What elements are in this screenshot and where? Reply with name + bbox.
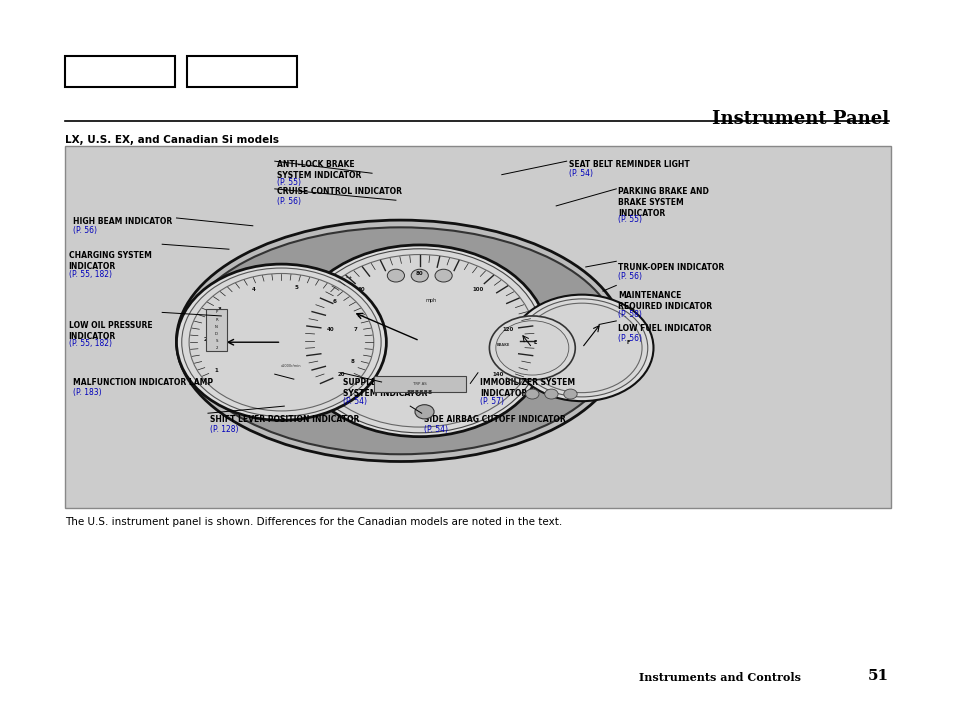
Text: (P. 56): (P. 56): [72, 226, 96, 236]
Text: 5: 5: [294, 285, 298, 290]
Text: (P. 55): (P. 55): [276, 178, 300, 187]
Text: IMMOBILIZER SYSTEM
INDICATOR: IMMOBILIZER SYSTEM INDICATOR: [479, 378, 575, 398]
Text: BRAKE: BRAKE: [496, 343, 509, 347]
Text: TRUNK-OPEN INDICATOR: TRUNK-OPEN INDICATOR: [618, 263, 723, 272]
Text: F: F: [626, 340, 630, 345]
Text: →: →: [346, 275, 352, 281]
Text: (P. 128): (P. 128): [210, 425, 238, 434]
Text: (P. 183): (P. 183): [72, 388, 101, 397]
Circle shape: [411, 269, 428, 282]
Circle shape: [176, 264, 386, 420]
Circle shape: [516, 299, 647, 397]
Text: 7: 7: [353, 327, 356, 332]
Circle shape: [525, 389, 538, 399]
Text: (P. 55, 182): (P. 55, 182): [69, 339, 112, 349]
Circle shape: [489, 316, 575, 380]
Text: (P. 55, 182): (P. 55, 182): [69, 270, 112, 279]
Text: PARKING BRAKE AND
BRAKE SYSTEM
INDICATOR: PARKING BRAKE AND BRAKE SYSTEM INDICATOR: [618, 187, 708, 218]
Circle shape: [544, 389, 558, 399]
Text: 140: 140: [492, 372, 503, 377]
Text: 4: 4: [252, 288, 255, 293]
Circle shape: [291, 245, 548, 437]
Bar: [65, 146, 890, 508]
Bar: [374, 376, 465, 392]
Text: 2: 2: [215, 346, 217, 350]
Circle shape: [415, 405, 434, 419]
Circle shape: [295, 248, 543, 433]
Text: CHARGING SYSTEM
INDICATOR: CHARGING SYSTEM INDICATOR: [69, 251, 152, 271]
Text: (P. 54): (P. 54): [423, 425, 447, 434]
Text: 80: 80: [416, 271, 423, 276]
Bar: [187, 56, 296, 87]
Circle shape: [510, 295, 653, 401]
Text: 888888: 888888: [406, 390, 433, 395]
Circle shape: [496, 321, 568, 375]
Text: 100: 100: [472, 287, 483, 292]
Text: LOW OIL PRESSURE
INDICATOR: LOW OIL PRESSURE INDICATOR: [69, 321, 152, 341]
Circle shape: [435, 269, 452, 282]
Text: ANTI-LOCK BRAKE
SYSTEM INDICATOR: ANTI-LOCK BRAKE SYSTEM INDICATOR: [276, 160, 360, 180]
Text: SEAT BELT REMINDER LIGHT: SEAT BELT REMINDER LIGHT: [568, 160, 689, 169]
Text: MALFUNCTION INDICATOR LAMP: MALFUNCTION INDICATOR LAMP: [72, 378, 213, 388]
Text: D: D: [214, 332, 218, 336]
Bar: [206, 309, 227, 351]
Circle shape: [563, 389, 577, 399]
Text: HIGH BEAM INDICATOR: HIGH BEAM INDICATOR: [72, 217, 172, 226]
Text: 40: 40: [327, 327, 335, 332]
Text: (P. 57): (P. 57): [479, 397, 503, 406]
Circle shape: [189, 273, 374, 411]
Text: (P. 55): (P. 55): [618, 215, 641, 224]
Circle shape: [303, 255, 536, 427]
Circle shape: [387, 269, 404, 282]
Text: (P. 56): (P. 56): [276, 197, 300, 206]
Text: Instrument Panel: Instrument Panel: [711, 110, 888, 128]
Text: (P. 56): (P. 56): [618, 272, 641, 281]
Text: SUPPLEMENTAL RESTRAINT
SYSTEM INDICATOR: SUPPLEMENTAL RESTRAINT SYSTEM INDICATOR: [343, 378, 462, 398]
Text: 2: 2: [204, 337, 208, 342]
Text: SHIFT LEVER POSITION INDICATOR: SHIFT LEVER POSITION INDICATOR: [210, 415, 359, 425]
Text: MAINTENANCE
REQUIRED INDICATOR: MAINTENANCE REQUIRED INDICATOR: [618, 291, 712, 311]
Text: The U.S. instrument panel is shown. Differences for the Canadian models are note: The U.S. instrument panel is shown. Diff…: [65, 517, 561, 527]
Circle shape: [521, 303, 641, 393]
Text: 3: 3: [218, 307, 222, 312]
Text: 120: 120: [502, 327, 514, 332]
Text: (P. 58): (P. 58): [618, 310, 641, 319]
Text: LX, U.S. EX, and Canadian Si models: LX, U.S. EX, and Canadian Si models: [65, 135, 278, 145]
Text: Instruments and Controls: Instruments and Controls: [639, 672, 801, 683]
Text: R: R: [215, 317, 217, 322]
Text: 51: 51: [867, 669, 888, 683]
Text: 60: 60: [357, 287, 365, 292]
Text: SIDE AIRBAG CUTOFF INDICATOR: SIDE AIRBAG CUTOFF INDICATOR: [423, 415, 565, 425]
Ellipse shape: [176, 220, 624, 462]
Text: N: N: [214, 324, 218, 329]
Text: S: S: [215, 339, 217, 343]
Text: LOW FUEL INDICATOR: LOW FUEL INDICATOR: [618, 324, 711, 334]
Circle shape: [181, 268, 380, 416]
Text: (P. 56): (P. 56): [618, 334, 641, 343]
Bar: [65, 56, 174, 87]
Text: (P. 54): (P. 54): [568, 169, 592, 178]
Text: E: E: [533, 340, 537, 345]
Text: 8: 8: [350, 359, 354, 364]
Text: 20: 20: [337, 372, 345, 377]
Text: TRP AS: TRP AS: [413, 382, 426, 386]
Text: (P. 54): (P. 54): [343, 397, 367, 406]
Text: 6: 6: [332, 300, 335, 305]
Text: CRUISE CONTROL INDICATOR: CRUISE CONTROL INDICATOR: [276, 187, 401, 197]
Text: x1000r/min: x1000r/min: [280, 364, 301, 368]
Ellipse shape: [183, 227, 618, 454]
Text: P: P: [215, 310, 217, 315]
Text: 1: 1: [213, 368, 217, 373]
Text: mph: mph: [425, 298, 436, 303]
